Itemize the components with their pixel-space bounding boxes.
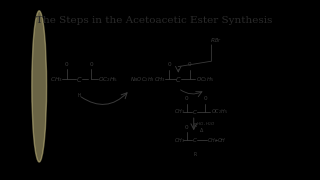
- Text: O: O: [204, 96, 207, 101]
- Text: O: O: [89, 62, 93, 67]
- Text: $\mathit{CH_3}$: $\mathit{CH_3}$: [174, 136, 185, 145]
- Text: R: R: [194, 152, 197, 157]
- Text: $\mathit{HCl, H_2O}$: $\mathit{HCl, H_2O}$: [196, 120, 216, 128]
- Text: O: O: [188, 62, 191, 68]
- Text: $\mathit{CH_3}$: $\mathit{CH_3}$: [50, 75, 63, 84]
- Text: $\mathit{C}$: $\mathit{C}$: [192, 108, 197, 116]
- Text: O: O: [185, 125, 188, 130]
- Text: $\mathit{OC_2H_5}$: $\mathit{OC_2H_5}$: [196, 75, 214, 84]
- Text: O: O: [185, 96, 188, 101]
- Text: $\mathit{OH}$: $\mathit{OH}$: [217, 136, 226, 144]
- Text: The Steps in the Acetoacetic Ester Synthesis: The Steps in the Acetoacetic Ester Synth…: [36, 16, 272, 25]
- Text: $\mathit{CH_2}$: $\mathit{CH_2}$: [207, 136, 218, 145]
- Text: $\mathit{C}$: $\mathit{C}$: [76, 75, 82, 84]
- Text: R: R: [194, 123, 197, 128]
- Text: $\mathit{Br}$: $\mathit{Br}$: [214, 36, 222, 44]
- Text: $\mathit{OC_2H_5}$: $\mathit{OC_2H_5}$: [98, 75, 118, 84]
- Text: $\mathit{CH_3}$: $\mathit{CH_3}$: [154, 75, 166, 84]
- Text: $\mathit{CH_3}$: $\mathit{CH_3}$: [174, 107, 185, 116]
- Circle shape: [32, 11, 47, 162]
- Text: O: O: [65, 62, 68, 67]
- Text: $\mathit{C}$: $\mathit{C}$: [175, 75, 181, 84]
- Text: H: H: [77, 93, 80, 98]
- Text: $\Delta$: $\Delta$: [199, 127, 204, 134]
- Text: $\mathit{R}$: $\mathit{R}$: [210, 36, 215, 44]
- Text: $\mathit{C}$: $\mathit{C}$: [192, 136, 197, 144]
- Text: O: O: [167, 62, 171, 68]
- Text: $\mathit{NaOC_2H_3}$: $\mathit{NaOC_2H_3}$: [130, 75, 155, 84]
- Text: $\mathit{OC_2H_5}$: $\mathit{OC_2H_5}$: [211, 107, 228, 116]
